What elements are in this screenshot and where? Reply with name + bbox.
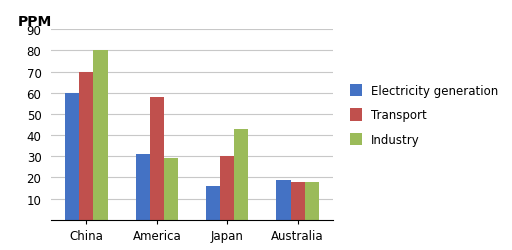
- Bar: [234, 129, 248, 220]
- Bar: [136, 154, 150, 220]
- Bar: [305, 182, 319, 220]
- Bar: [66, 93, 79, 220]
- Bar: [79, 72, 93, 220]
- Bar: [220, 157, 234, 220]
- Text: PPM: PPM: [17, 15, 52, 29]
- Bar: [164, 159, 178, 220]
- Bar: [291, 182, 305, 220]
- Bar: [276, 180, 291, 220]
- Bar: [150, 98, 164, 220]
- Bar: [94, 51, 108, 220]
- Bar: [206, 186, 220, 220]
- Legend: Electricity generation, Transport, Industry: Electricity generation, Transport, Indus…: [350, 84, 499, 147]
